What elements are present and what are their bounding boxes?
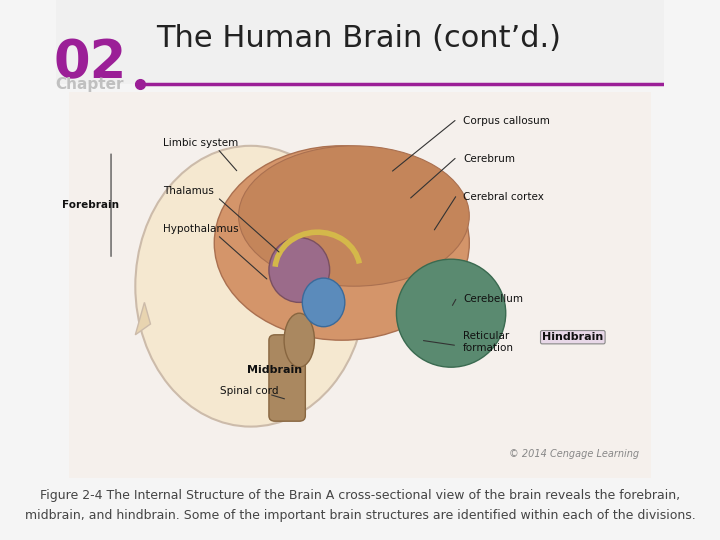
Ellipse shape	[238, 146, 469, 286]
Text: Cerebellum: Cerebellum	[463, 294, 523, 305]
Text: Reticular
formation: Reticular formation	[463, 332, 514, 353]
Ellipse shape	[135, 146, 366, 427]
Ellipse shape	[302, 278, 345, 327]
Text: Hindbrain: Hindbrain	[542, 332, 603, 342]
Text: Chapter: Chapter	[55, 77, 124, 92]
Ellipse shape	[397, 259, 505, 367]
Text: 02: 02	[53, 38, 127, 90]
Polygon shape	[135, 302, 150, 335]
Text: Cerebrum: Cerebrum	[463, 154, 516, 164]
FancyBboxPatch shape	[56, 0, 664, 84]
Ellipse shape	[269, 238, 330, 302]
Text: Corpus callosum: Corpus callosum	[463, 116, 550, 126]
Text: Thalamus: Thalamus	[163, 186, 214, 197]
Text: Forebrain: Forebrain	[63, 200, 120, 210]
Text: Spinal cord: Spinal cord	[220, 386, 279, 396]
Text: Cerebral cortex: Cerebral cortex	[463, 192, 544, 202]
Text: The Human Brain (cont’d.): The Human Brain (cont’d.)	[156, 24, 562, 53]
FancyBboxPatch shape	[68, 92, 652, 478]
Text: © 2014 Cengage Learning: © 2014 Cengage Learning	[509, 449, 639, 459]
Text: Midbrain: Midbrain	[248, 364, 302, 375]
Text: midbrain, and hindbrain. Some of the important brain structures are identified w: midbrain, and hindbrain. Some of the imp…	[24, 509, 696, 522]
Ellipse shape	[284, 313, 315, 367]
Text: Hypothalamus: Hypothalamus	[163, 224, 238, 234]
FancyBboxPatch shape	[269, 335, 305, 421]
Text: Limbic system: Limbic system	[163, 138, 238, 148]
Ellipse shape	[215, 146, 469, 340]
Text: Figure 2-4 The Internal Structure of the Brain A cross-sectional view of the bra: Figure 2-4 The Internal Structure of the…	[40, 489, 680, 502]
